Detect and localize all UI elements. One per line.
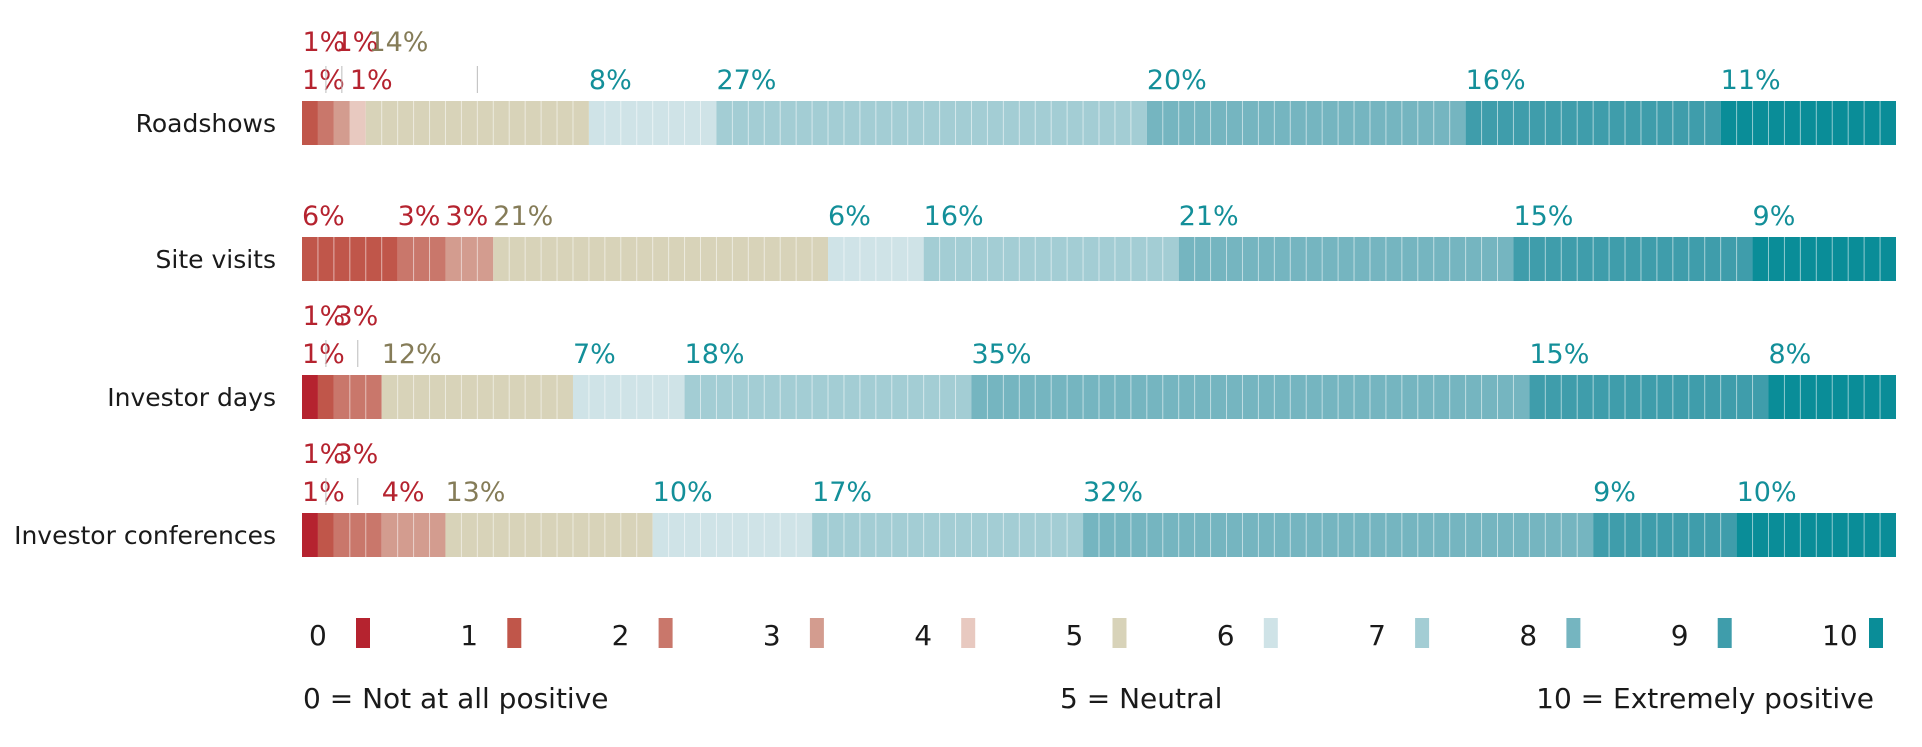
data-label: 3% (398, 201, 441, 232)
legend-swatch (809, 618, 824, 648)
legend-note: 0 = Not at all positive (303, 682, 609, 715)
bar-segment-7 (716, 101, 1147, 145)
data-label: 9% (1593, 477, 1636, 508)
bar-row (302, 375, 1896, 419)
bar-segment-10 (1720, 101, 1896, 145)
legend-swatch (961, 618, 976, 648)
bar-segment-3 (445, 237, 494, 281)
legend-label: 3 (763, 619, 781, 652)
legend-label: 2 (612, 619, 630, 652)
legend-note: 10 = Extremely positive (1536, 682, 1874, 715)
legend-note: 5 = Neutral (1060, 682, 1222, 715)
data-label: 21% (493, 201, 553, 232)
data-label: 10% (1737, 477, 1797, 508)
data-label: 4% (382, 477, 425, 508)
data-label: 15% (1513, 201, 1573, 232)
bar-segment-5 (445, 513, 653, 557)
legend-label: 9 (1671, 619, 1689, 652)
bar-segment-2 (333, 513, 382, 557)
bar-segment-6 (572, 375, 685, 419)
legend-swatch (356, 618, 370, 648)
data-label: 15% (1529, 339, 1589, 370)
bar-segment-8 (971, 375, 1530, 419)
bar-segment-2 (317, 101, 334, 145)
data-label: 17% (812, 477, 872, 508)
data-label: 7% (573, 339, 616, 370)
legend-swatch (507, 618, 522, 648)
legend-label: 4 (914, 619, 932, 652)
bar-row (302, 513, 1896, 557)
category-label: Site visits (156, 245, 276, 274)
data-label: 1% (302, 301, 345, 332)
legend-label: 8 (1519, 619, 1537, 652)
bar-segment-3 (333, 101, 350, 145)
data-label: 1% (302, 477, 345, 508)
data-label: 3% (335, 439, 378, 470)
legend-label: 7 (1368, 619, 1386, 652)
data-label: 16% (924, 201, 984, 232)
bar-segment-9 (1593, 513, 1737, 557)
legend-label: 1 (460, 619, 478, 652)
data-label: 35% (971, 339, 1031, 370)
data-label: 8% (1768, 339, 1811, 370)
data-label: 3% (445, 201, 488, 232)
bar-segment-1 (302, 101, 318, 145)
bar-segment-8 (1178, 237, 1514, 281)
data-label: 1% (302, 27, 345, 58)
legend-swatch (1869, 618, 1883, 648)
data-label: 20% (1147, 65, 1207, 96)
data-label: 27% (716, 65, 776, 96)
data-label: 1% (302, 439, 345, 470)
legend-swatch (1112, 618, 1127, 648)
bar-segment-5 (493, 237, 829, 281)
bar-row (302, 101, 1896, 145)
data-label: 1% (350, 65, 393, 96)
bar-segment-0 (302, 513, 318, 557)
legend-label: 10 (1822, 619, 1858, 652)
legend-swatch (1717, 618, 1732, 648)
bar-segment-2 (397, 237, 446, 281)
bar-segment-10 (1752, 237, 1896, 281)
data-label: 3% (335, 301, 378, 332)
legend-label: 0 (309, 619, 327, 652)
legend-swatch (1263, 618, 1278, 648)
legend-label: 5 (1066, 619, 1084, 652)
bar-segment-2 (333, 375, 382, 419)
data-label: 8% (589, 65, 632, 96)
data-label: 21% (1179, 201, 1239, 232)
data-label: 10% (653, 477, 713, 508)
data-label: 1% (302, 339, 345, 370)
legend-swatch (658, 618, 673, 648)
bar-segment-1 (317, 513, 334, 557)
bar-segment-1 (317, 375, 334, 419)
data-label: 1% (302, 65, 345, 96)
data-label: 6% (828, 201, 871, 232)
data-label: 9% (1753, 201, 1796, 232)
legend-swatch (1566, 618, 1581, 648)
data-label: 1% (335, 27, 378, 58)
data-label: 14% (368, 27, 428, 58)
bar-segment-4 (349, 101, 366, 145)
legend-swatch (1415, 618, 1430, 648)
category-label: Investor conferences (14, 521, 276, 550)
data-label: 13% (445, 477, 505, 508)
data-label: 18% (685, 339, 745, 370)
category-label: Investor days (107, 383, 276, 412)
data-label: 12% (382, 339, 442, 370)
bar-segment-7 (812, 513, 1084, 557)
bar-row (302, 237, 1896, 281)
data-label: 16% (1466, 65, 1526, 96)
bar-segment-9 (1513, 237, 1753, 281)
bar-segment-9 (1529, 375, 1769, 419)
data-label: 6% (302, 201, 345, 232)
category-label: Roadshows (136, 109, 276, 138)
data-label: 32% (1083, 477, 1143, 508)
legend-label: 6 (1217, 619, 1235, 652)
bar-segment-0 (302, 375, 318, 419)
data-label: 11% (1721, 65, 1781, 96)
